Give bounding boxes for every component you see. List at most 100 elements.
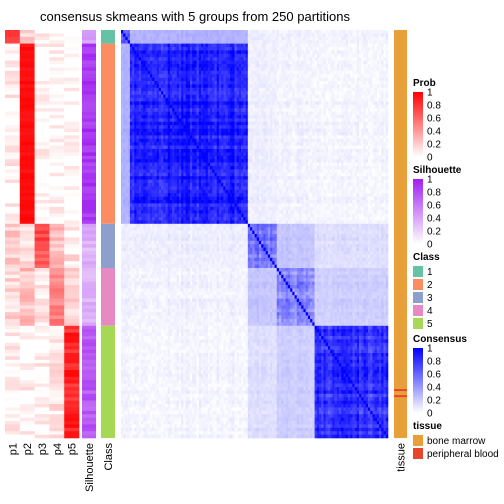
- consensus-cell: [350, 74, 353, 78]
- consensus-cell: [241, 121, 244, 126]
- consensus-cell: [227, 30, 231, 34]
- consensus-cell: [374, 50, 378, 55]
- consensus-cell: [339, 142, 342, 146]
- consensus-cell: [365, 132, 369, 136]
- consensus-cell: [258, 91, 262, 95]
- consensus-cell: [129, 138, 133, 143]
- consensus-cell: [327, 40, 331, 44]
- consensus-cell: [319, 43, 322, 48]
- consensus-cell: [327, 33, 331, 38]
- consensus-cell: [336, 128, 340, 133]
- consensus-cell: [296, 145, 300, 150]
- consensus-cell: [299, 33, 302, 38]
- consensus-cell: [243, 57, 246, 61]
- consensus-cell: [294, 115, 298, 119]
- consensus-cell: [379, 128, 382, 133]
- consensus-cell: [361, 118, 364, 123]
- consensus-cell: [261, 70, 264, 75]
- consensus-cell: [352, 145, 355, 150]
- consensus-cell: [143, 36, 146, 41]
- consensus-cell: [319, 77, 322, 82]
- consensus-cell: [192, 111, 195, 116]
- consensus-cell: [194, 91, 197, 95]
- consensus-cell: [367, 98, 371, 102]
- consensus-cell: [345, 40, 349, 44]
- consensus-cell: [258, 128, 262, 133]
- consensus-cell: [172, 87, 175, 92]
- consensus-cell: [218, 74, 222, 78]
- prob-cell: [64, 288, 80, 293]
- prob-cell: [34, 74, 50, 78]
- consensus-cell: [245, 98, 249, 102]
- consensus-cell: [167, 70, 171, 75]
- consensus-cell: [321, 47, 324, 51]
- consensus-cell: [203, 115, 206, 119]
- consensus-cell: [374, 70, 378, 75]
- consensus-cell: [303, 33, 306, 38]
- consensus-cell: [172, 104, 175, 109]
- consensus-cell: [345, 30, 349, 34]
- consensus-cell: [310, 87, 313, 92]
- consensus-cell: [123, 138, 126, 143]
- prob-cell: [49, 387, 65, 391]
- prob-cell: [19, 308, 35, 313]
- consensus-cell: [310, 70, 313, 75]
- consensus-cell: [236, 77, 240, 82]
- consensus-cell: [354, 60, 358, 65]
- consensus-cell: [221, 50, 224, 55]
- consensus-cell: [223, 125, 226, 129]
- consensus-cell: [141, 36, 144, 41]
- consensus-cell: [285, 101, 289, 106]
- consensus-cell: [283, 60, 286, 65]
- prob-cell: [64, 332, 80, 337]
- consensus-cell: [252, 43, 255, 48]
- consensus-cell: [301, 81, 304, 85]
- consensus-cell: [136, 149, 140, 153]
- consensus-cell: [121, 87, 124, 92]
- consensus-cell: [299, 108, 302, 112]
- consensus-cell: [127, 87, 131, 92]
- consensus-cell: [287, 67, 291, 72]
- silhouette-cell: [82, 50, 96, 55]
- consensus-cell: [354, 98, 358, 102]
- consensus-cell: [189, 36, 193, 41]
- consensus-cell: [243, 121, 246, 126]
- consensus-cell: [372, 115, 375, 119]
- consensus-cell: [296, 142, 300, 146]
- consensus-cell: [332, 111, 335, 116]
- consensus-cell: [356, 53, 360, 58]
- prob-cell: [19, 424, 35, 429]
- consensus-cell: [136, 138, 140, 143]
- consensus-cell: [238, 145, 242, 150]
- consensus-cell: [238, 138, 242, 143]
- prob-cell: [19, 254, 35, 259]
- silhouette-cell: [82, 94, 96, 99]
- consensus-cell: [238, 40, 242, 44]
- prob-cell: [34, 60, 50, 65]
- consensus-cell: [356, 33, 360, 38]
- consensus-cell: [321, 125, 324, 129]
- prob-cell: [5, 305, 21, 310]
- consensus-cell: [352, 36, 355, 41]
- consensus-cell: [283, 118, 286, 123]
- consensus-cell: [312, 47, 315, 51]
- consensus-cell: [278, 142, 282, 146]
- consensus-cell: [174, 108, 177, 112]
- consensus-cell: [363, 60, 367, 65]
- consensus-cell: [243, 138, 246, 143]
- consensus-cell: [336, 43, 340, 48]
- consensus-cell: [265, 135, 269, 140]
- consensus-cell: [265, 57, 269, 61]
- consensus-cell: [143, 98, 146, 102]
- consensus-cell: [156, 91, 160, 95]
- consensus-cell: [365, 135, 369, 140]
- consensus-cell: [149, 108, 153, 112]
- consensus-cell: [141, 101, 144, 106]
- consensus-cell: [265, 128, 269, 133]
- consensus-cell: [285, 50, 289, 55]
- consensus-cell: [247, 87, 251, 92]
- consensus-cell: [323, 111, 326, 116]
- consensus-cell: [152, 128, 155, 133]
- consensus-cell: [292, 87, 295, 92]
- consensus-cell: [292, 98, 295, 102]
